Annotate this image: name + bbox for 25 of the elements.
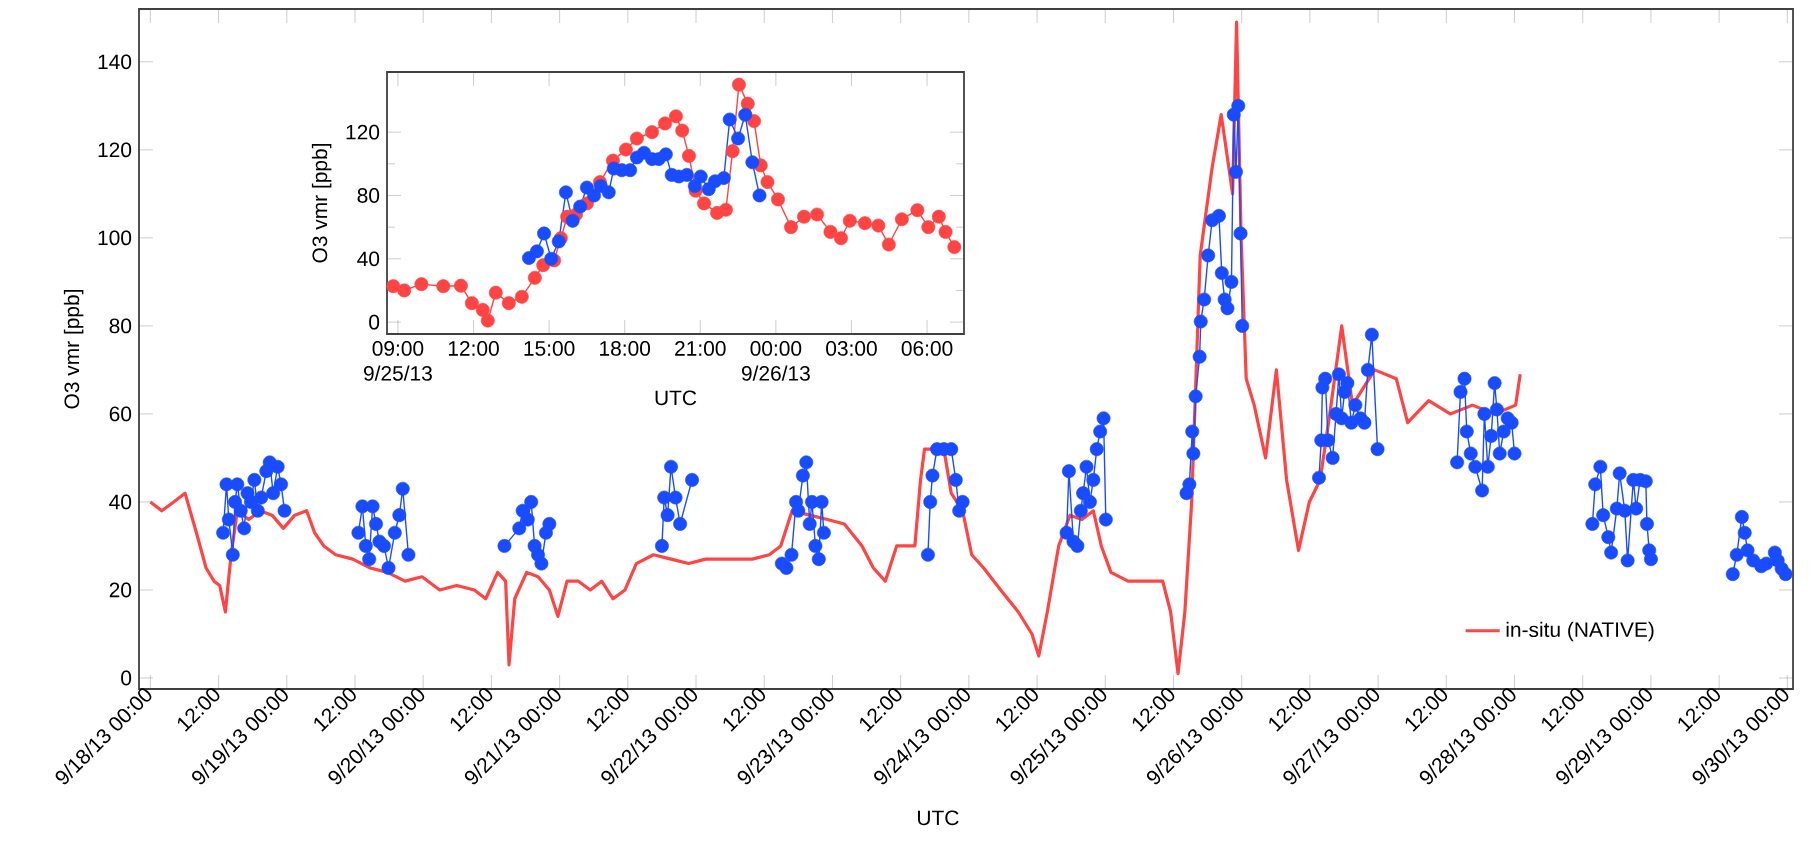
y-axis-title: O3 vmr [ppb] bbox=[311, 144, 332, 263]
y-tick-label: 40 bbox=[109, 494, 132, 510]
y-tick-label: 80 bbox=[109, 318, 132, 334]
x-axis-title: UTC bbox=[918, 810, 959, 826]
x-tick-label: 15:00 bbox=[524, 341, 575, 356]
y-tick-label: 0 bbox=[121, 670, 132, 686]
x-tick-label: 09:00 9/25/13 bbox=[363, 341, 432, 381]
y-tick-label: 140 bbox=[98, 54, 132, 70]
x-tick-label: 18:00 bbox=[600, 341, 651, 356]
y-tick-label: 40 bbox=[357, 251, 380, 267]
x-axis-title: UTC bbox=[655, 390, 697, 406]
y-tick-label: 20 bbox=[109, 582, 132, 598]
y-axis-title: O3 vmr [ppb] bbox=[63, 290, 84, 409]
y-tick-label: 80 bbox=[357, 188, 380, 203]
y-tick-label: 0 bbox=[369, 314, 380, 330]
y-tick-label: 120 bbox=[346, 124, 380, 140]
legend-label: in-situ (NATIVE) bbox=[1506, 621, 1654, 642]
y-tick-label: 60 bbox=[109, 406, 132, 422]
x-tick-label: 21:00 bbox=[675, 341, 726, 356]
x-tick-label: 00:00 9/26/13 bbox=[741, 341, 810, 381]
x-tick-label: 12:00 bbox=[448, 341, 499, 356]
x-tick-label: 03:00 bbox=[826, 341, 877, 356]
y-tick-label: 120 bbox=[98, 142, 132, 158]
x-tick-label: 06:00 bbox=[901, 341, 953, 356]
y-tick-label: 100 bbox=[98, 230, 132, 246]
